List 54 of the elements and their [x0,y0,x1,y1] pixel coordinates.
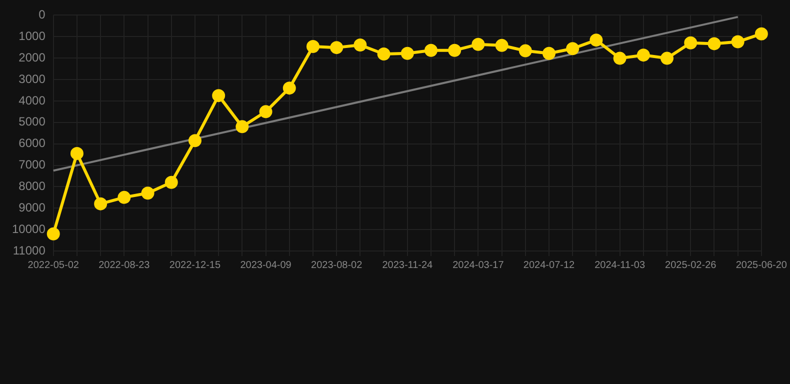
point [118,190,131,204]
point [212,89,226,102]
x-tick-label: 2022-08-23 [98,260,150,271]
y-tick-label: 11000 [12,243,46,258]
point [236,120,249,134]
x-tick-label: 2025-02-26 [665,260,717,271]
point [613,52,626,65]
point [259,105,272,118]
point [684,36,698,50]
y-tick-label: 5000 [18,114,46,129]
x-tick-label: 2025-06-20 [736,260,788,271]
point [448,44,462,57]
x-tick-label: 2024-11-03 [594,260,646,271]
y-tick-label: 9000 [18,200,46,214]
x-tick-label: 2023-08-02 [311,260,363,271]
point [400,46,414,60]
point [424,44,438,57]
point [70,146,84,160]
point [377,48,390,60]
point [94,197,108,210]
x-tick-label: 2022-12-15 [169,260,221,271]
x-tick-label: 2023-04-09 [240,260,292,271]
point [472,38,485,51]
point [188,134,202,148]
x-tick-label: 2022-05-02 [28,260,80,271]
y-tick-label: 6000 [18,136,46,150]
point [660,52,674,65]
y-tick-label: 2000 [18,50,46,64]
point [590,34,603,47]
point [330,41,344,54]
y-tick-label: 3000 [18,72,46,86]
point [306,40,320,53]
x-tick-label: 2024-07-12 [523,260,576,271]
point [731,35,744,48]
point [518,44,532,58]
point [141,186,154,200]
x-tick-label: 2023-11-24 [382,260,434,271]
y-tick-label: 1000 [18,28,46,43]
point [754,27,768,40]
y-tick-label: 0 [38,8,46,22]
point [708,37,721,50]
point [566,42,580,56]
y-tick-label: 7000 [18,158,46,172]
y-tick-label: 4000 [18,93,46,108]
x-tick-label: 2024-03-17 [452,260,504,271]
y-tick-label: 10000 [12,222,46,236]
y-tick-label: 8000 [18,179,46,194]
point [354,38,367,52]
point [495,38,508,52]
point [636,48,650,62]
point [282,82,296,95]
point [164,176,178,189]
point [542,46,556,60]
point [46,227,60,240]
